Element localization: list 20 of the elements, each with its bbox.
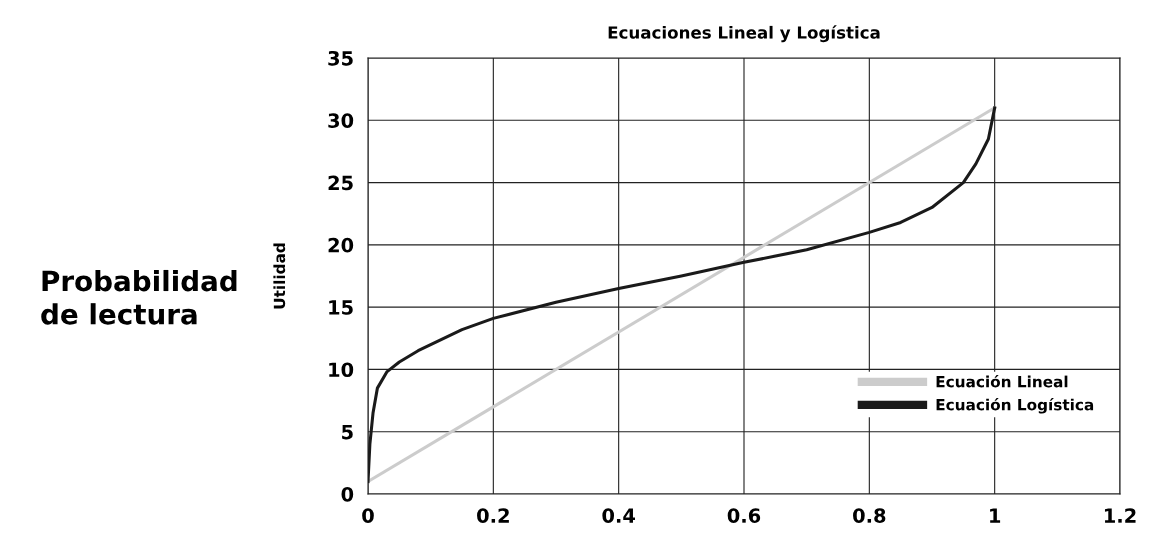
y-tick-label: 20: [328, 237, 354, 253]
x-tick-label: 0.4: [602, 508, 635, 523]
y-tick-label: 15: [329, 300, 353, 315]
y-tick-label: 10: [329, 362, 354, 378]
x-tick-label: 0: [362, 508, 374, 523]
y-tick-label: 25: [328, 175, 353, 191]
y-tick-label: 5: [342, 424, 353, 440]
x-tick-label: 0.6: [727, 508, 761, 523]
chart-title: Ecuaciones Lineal y Logística: [608, 25, 880, 43]
y-tick-label: 0: [341, 486, 354, 502]
legend-label: Ecuación Lineal: [936, 374, 1068, 388]
y-axis-title: Utilidad: [273, 243, 286, 309]
x-tick-label: 1.2: [1104, 508, 1136, 523]
legend-label: Ecuación Logística: [936, 398, 1094, 414]
x-tick-label: 1: [990, 508, 1001, 523]
x-tick-label: 0.8: [853, 508, 886, 523]
y-tick-label: 30: [328, 113, 354, 128]
y-tick-label: 35: [328, 50, 353, 66]
x-tick-label: 0.2: [477, 508, 509, 523]
text: Probabilidad de lectura: [41, 269, 237, 325]
